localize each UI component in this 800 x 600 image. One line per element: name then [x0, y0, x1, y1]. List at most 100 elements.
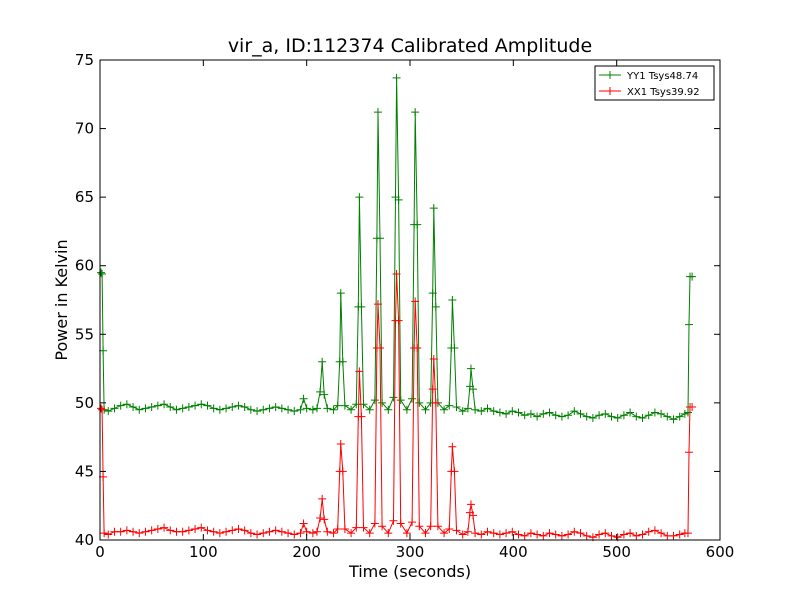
data-point [365, 529, 374, 538]
data-point [632, 412, 641, 421]
x-tick-label: 100 [189, 543, 218, 561]
data-point [373, 300, 382, 309]
data-point [191, 525, 200, 534]
data-point [431, 398, 440, 407]
data-point [313, 404, 321, 413]
data-point [166, 526, 175, 535]
data-point [483, 404, 492, 413]
data-point [389, 516, 398, 525]
data-point [650, 408, 659, 417]
data-point [408, 394, 417, 403]
data-point [389, 393, 398, 402]
data-point [352, 523, 361, 532]
data-point [160, 523, 169, 532]
data-point [308, 529, 317, 538]
data-point [663, 412, 672, 421]
data-point [688, 402, 697, 411]
x-tick-label: 400 [499, 543, 528, 561]
data-point [452, 402, 461, 411]
data-point [458, 407, 467, 416]
data-point [669, 415, 678, 424]
data-point [299, 519, 308, 528]
data-point [104, 407, 113, 416]
data-point [271, 526, 280, 535]
data-point [477, 530, 486, 539]
data-point [259, 529, 268, 538]
data-point [644, 411, 653, 420]
data-point [97, 268, 106, 277]
data-point [445, 401, 454, 410]
data-point [203, 401, 212, 410]
data-point [466, 500, 475, 509]
x-tick-label: 0 [95, 543, 105, 561]
data-point [526, 529, 535, 538]
y-tick-label: 65 [75, 188, 94, 206]
data-point [365, 405, 374, 414]
data-point [502, 529, 511, 538]
data-point [116, 401, 125, 410]
data-point [669, 531, 678, 540]
data-point [489, 529, 498, 538]
data-point [277, 527, 286, 536]
legend-entry-xx1: XX1 Tsys39.92 [599, 87, 700, 98]
data-point [296, 529, 305, 538]
data-point [595, 411, 604, 420]
data-point [402, 529, 411, 538]
data-point [685, 448, 693, 457]
data-point [545, 408, 554, 417]
data-point [396, 396, 405, 405]
data-point [296, 405, 305, 414]
data-point [370, 396, 379, 405]
data-point [595, 530, 604, 539]
data-point [557, 531, 566, 540]
y-axis: 40 45 50 55 60 65 70 75 [75, 51, 720, 549]
data-point [576, 529, 585, 538]
y-tick-label: 60 [75, 257, 94, 275]
data-point [396, 519, 405, 528]
data-point [271, 402, 280, 411]
series-1 [97, 269, 697, 542]
data-point [495, 408, 504, 417]
data-point [576, 409, 585, 418]
data-point [502, 409, 511, 418]
data-point [452, 526, 461, 535]
data-point [683, 529, 692, 538]
data-point [323, 404, 332, 413]
x-axis-label: Time (seconds) [348, 562, 471, 581]
data-point [240, 526, 249, 535]
data-point [539, 531, 548, 540]
y-tick-label: 70 [75, 120, 94, 138]
data-point [172, 405, 181, 414]
data-point [308, 405, 317, 414]
data-point [355, 367, 364, 376]
data-point [520, 411, 529, 420]
data-point [320, 390, 329, 399]
chart-title: vir_a, ID:112374 Calibrated Amplitude [228, 35, 592, 57]
data-point [392, 269, 401, 278]
data-point [607, 412, 616, 421]
data-point [313, 527, 321, 536]
legend-label-yy1: YY1 Tsys48.74 [626, 71, 698, 82]
data-point [265, 527, 274, 536]
data-point [463, 527, 472, 536]
data-point [539, 409, 548, 418]
data-point [431, 302, 440, 311]
data-point [450, 467, 459, 476]
data-point [347, 529, 356, 538]
data-point [290, 530, 299, 539]
data-point [619, 530, 628, 539]
data-point [166, 402, 175, 411]
data-point [318, 494, 327, 503]
data-point [147, 402, 156, 411]
data-point [392, 73, 401, 82]
data-point [184, 526, 193, 535]
data-point [215, 405, 224, 414]
data-point [329, 405, 338, 414]
data-point [413, 344, 422, 352]
data-point [97, 404, 106, 413]
data-point [619, 411, 628, 420]
data-point [588, 413, 597, 422]
series-layer [97, 73, 697, 542]
data-point [184, 402, 193, 411]
data-point [98, 405, 107, 414]
